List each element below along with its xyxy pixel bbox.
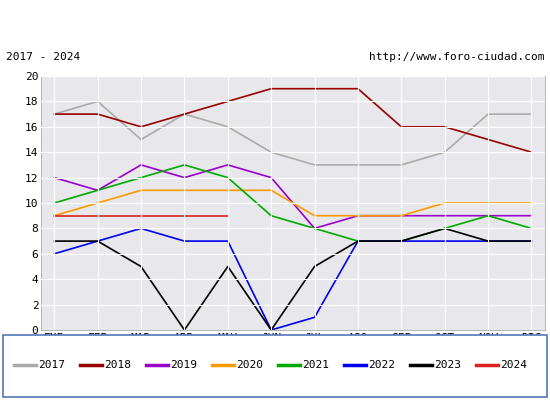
Text: 2019: 2019 (170, 360, 197, 370)
Text: 2023: 2023 (434, 360, 461, 370)
Text: http://www.foro-ciudad.com: http://www.foro-ciudad.com (369, 52, 544, 62)
Text: 2017: 2017 (39, 360, 65, 370)
Text: 2021: 2021 (302, 360, 329, 370)
Text: 2022: 2022 (368, 360, 395, 370)
Text: Evolucion del paro registrado en Boniches: Evolucion del paro registrado en Boniche… (88, 14, 462, 28)
Text: 2018: 2018 (104, 360, 131, 370)
Text: 2020: 2020 (236, 360, 263, 370)
Text: 2024: 2024 (500, 360, 527, 370)
Text: 2017 - 2024: 2017 - 2024 (6, 52, 80, 62)
